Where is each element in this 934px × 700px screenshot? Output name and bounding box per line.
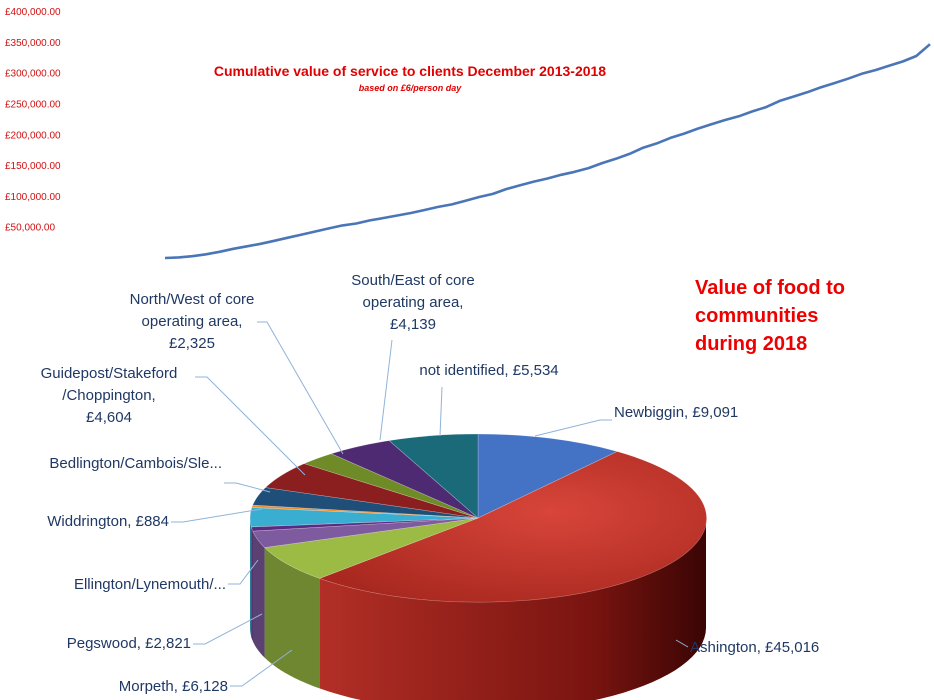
pie-slice-label: operating area,: [142, 313, 243, 330]
pie-slice: [477, 433, 619, 519]
pie-chart-title: communities: [695, 305, 818, 327]
pie-slice: [252, 487, 479, 519]
pie-slice: [252, 517, 479, 548]
leader-line: [195, 376, 306, 476]
pie-slice: [330, 440, 479, 519]
pie-slice-label: £2,325: [169, 335, 215, 352]
pie-slice-label: not identified, £5,534: [419, 362, 558, 379]
pie-slice: [388, 433, 479, 519]
leader-line: [230, 649, 293, 687]
series-line: [164, 43, 931, 260]
pie-slice-side-shade: [251, 526, 253, 642]
pie-slice: [249, 507, 479, 528]
y-tick-label: £150,000.00: [5, 161, 61, 172]
cumulative-line-chart: £50,000.00 £100,000.00 £150,000.00 £200,000…: [5, 7, 931, 260]
pie-slice-label: Widdrington, £884: [47, 513, 169, 530]
line-chart-subtitle: based on £6/person day: [359, 83, 463, 93]
pie-slice: [251, 504, 479, 519]
leader-line: [534, 419, 612, 437]
pie-slice-label: £4,139: [390, 316, 436, 333]
leader-line: [379, 339, 393, 441]
leader-line: [224, 482, 271, 493]
pie-slice-side-shade: [264, 547, 320, 689]
y-tick-label: £50,000.00: [5, 223, 55, 234]
pie-slice-label: Guidepost/Stakeford: [41, 365, 178, 382]
pie-slice-label: North/West of core: [130, 291, 255, 308]
pie-slice-side-shade: [250, 518, 252, 637]
pie-slice-side: [319, 518, 706, 700]
leader-line: [257, 321, 344, 455]
y-tick-label: £350,000.00: [5, 38, 61, 49]
pie-slice-label: Ashington, £45,016: [690, 639, 819, 656]
leader-line: [193, 613, 263, 645]
pie-slice: [263, 517, 479, 579]
pie-slice-label: £4,604: [86, 409, 132, 426]
pie-slice-label: South/East of core: [351, 272, 474, 289]
leader-line: [228, 559, 259, 585]
pie-slice-side: [251, 526, 253, 642]
pie-slice-label: /Choppington,: [62, 387, 155, 404]
pie-slice-label: Morpeth, £6,128: [119, 678, 228, 695]
y-tick-label: £200,000.00: [5, 130, 61, 141]
pie-slice-label: Ellington/Lynemouth/...: [74, 576, 226, 593]
pie-slice-side: [250, 518, 252, 637]
pie-slice: [250, 517, 479, 532]
pie-slice-label: Bedlington/Cambois/Sle...: [49, 455, 222, 472]
y-tick-label: £400,000.00: [5, 7, 61, 18]
food-value-pie-chart: Newbiggin, £9,091 Ashington, £45,016 Morpe…: [41, 272, 845, 700]
line-chart-title: Cumulative value of service to clients D…: [214, 63, 606, 79]
leader-line: [439, 386, 443, 437]
pie-slice-label: Pegswood, £2,821: [67, 635, 191, 652]
pie-slice-label: Newbiggin, £9,091: [614, 404, 738, 421]
pie-chart-title: Value of food to: [695, 277, 845, 299]
pie-slice: [264, 463, 479, 519]
y-tick-label: £300,000.00: [5, 69, 61, 80]
pie-slice: [303, 453, 479, 519]
pie-chart-title: during 2018: [695, 333, 807, 355]
leader-line: [171, 508, 263, 523]
pie-slice-side: [264, 547, 320, 689]
pie-slice-label: operating area,: [363, 294, 464, 311]
pie-slice: [318, 451, 707, 603]
leader-line: [675, 639, 689, 648]
y-tick-label: £100,000.00: [5, 192, 61, 203]
pie-slice-side-shade: [252, 531, 265, 658]
y-tick-label: £250,000.00: [5, 100, 61, 111]
